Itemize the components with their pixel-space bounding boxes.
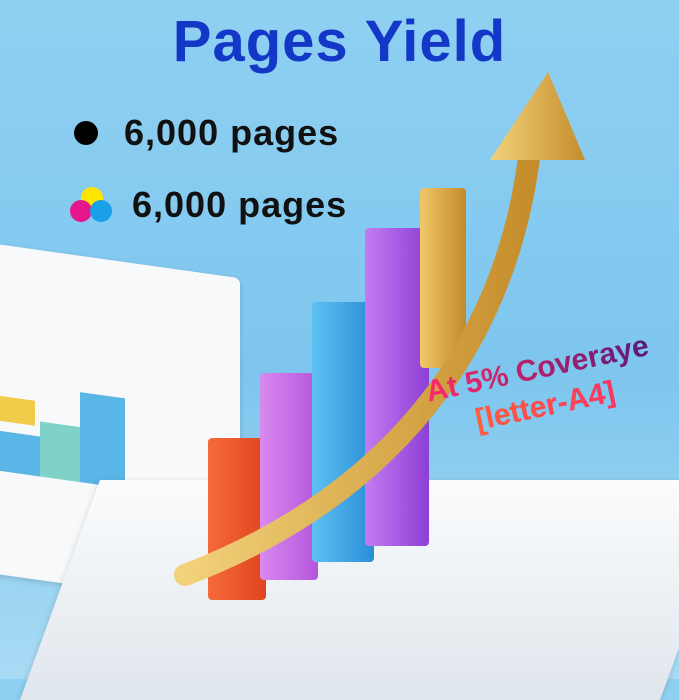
black-yield-label: 6,000 pages bbox=[124, 112, 340, 153]
bar-5 bbox=[420, 188, 466, 368]
growth-arrow-icon bbox=[174, 72, 585, 586]
black-yield-row: 6,000 pages bbox=[70, 112, 339, 154]
page-title: Pages Yield bbox=[172, 9, 507, 74]
bar-3 bbox=[312, 302, 374, 562]
black-ink-dot-icon bbox=[74, 121, 98, 145]
color-ink-dots-icon bbox=[70, 187, 114, 223]
color-yield-label: 6,000 pages bbox=[132, 184, 348, 225]
color-yield-row: 6,000 pages bbox=[70, 184, 347, 226]
bar-4 bbox=[365, 228, 429, 546]
